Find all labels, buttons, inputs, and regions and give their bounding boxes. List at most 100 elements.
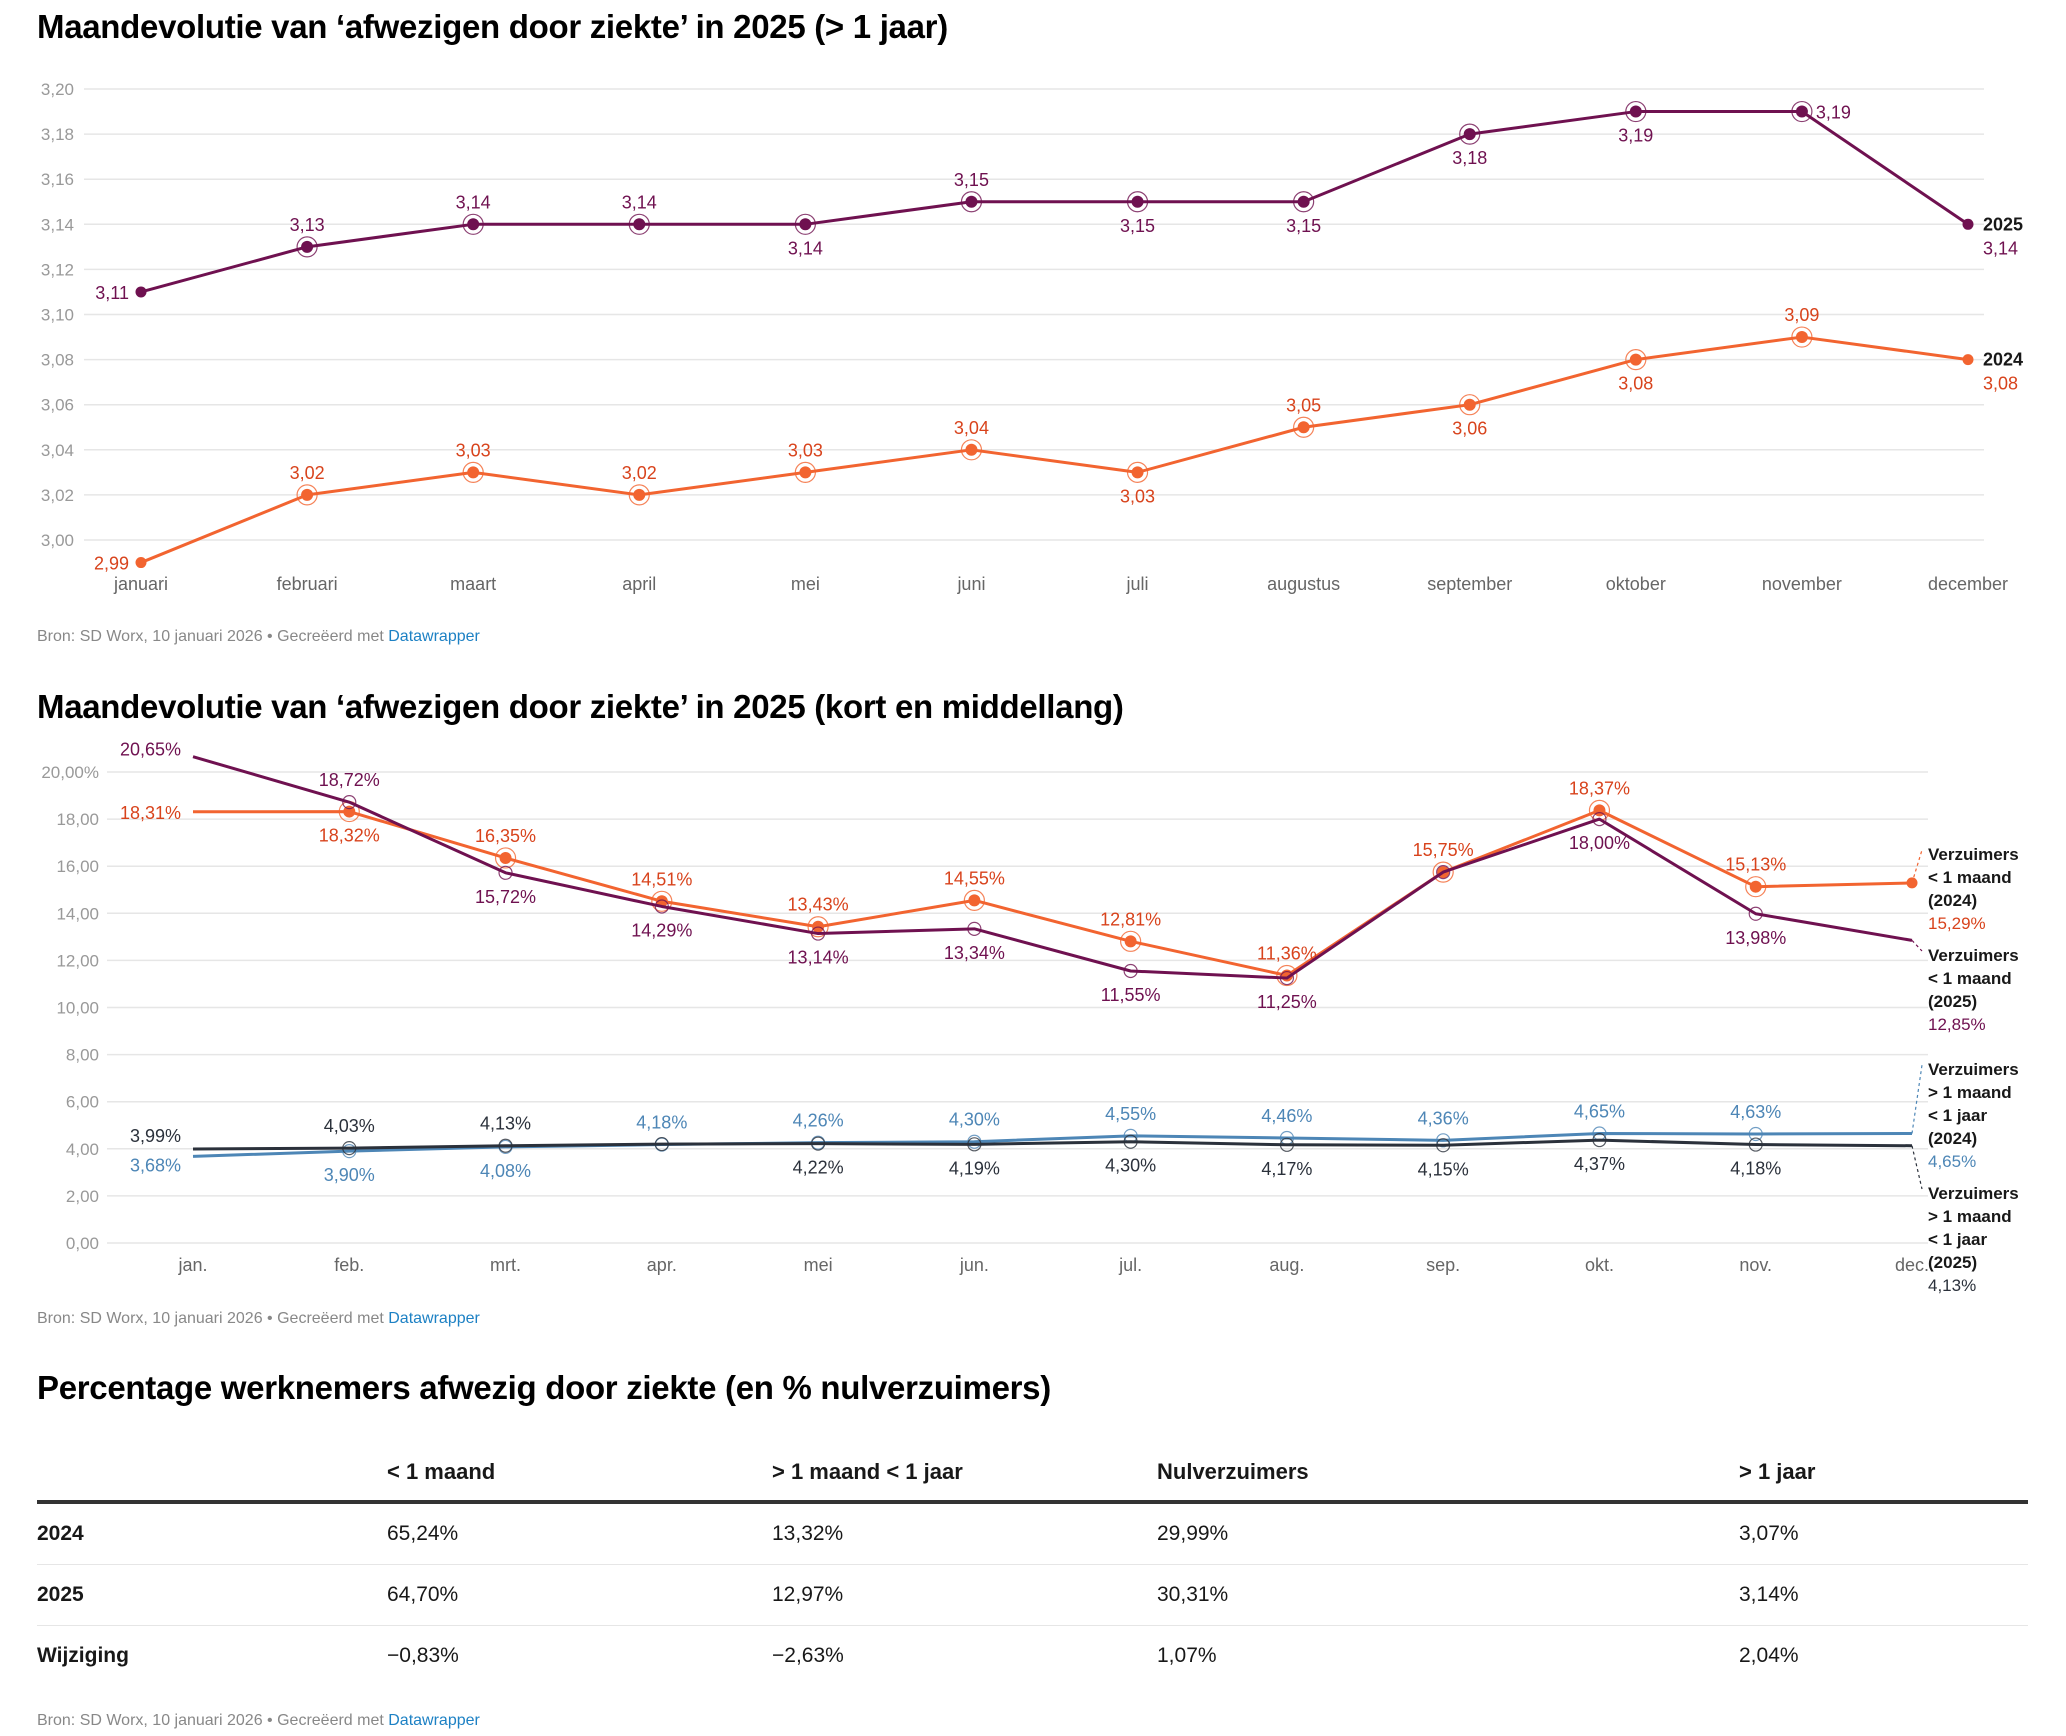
data-point-ring: [462, 461, 484, 483]
data-label: 4,46%: [1261, 1106, 1312, 1126]
data-label: 3,19: [1816, 103, 1851, 123]
y-tick-label: 3,18: [41, 125, 74, 144]
data-point: [1124, 935, 1137, 948]
y-tick-label: 3,20: [41, 80, 74, 99]
data-point-ring: [960, 439, 983, 461]
data-label: 4,26%: [793, 1111, 844, 1131]
table-cell: 65,24%: [387, 1522, 459, 1545]
data-label: 3,14: [456, 192, 491, 212]
x-tick-label: januari: [113, 574, 168, 594]
x-tick-label: augustus: [1267, 574, 1340, 594]
legend-value: 15,29%: [1928, 914, 1986, 933]
data-point-ring: [498, 1138, 513, 1153]
data-label: 3,04: [954, 418, 989, 438]
y-tick-label: 12,00: [56, 951, 99, 970]
data-label: 3,09: [1784, 305, 1819, 325]
data-point-ring: [1126, 191, 1149, 213]
data-label: 3,15: [1286, 216, 1321, 236]
y-tick-label: 2,00: [66, 1187, 99, 1206]
table-source: Bron: SD Worx, 10 januari 2026 • Gecreëe…: [37, 1712, 389, 1729]
data-label: 3,03: [456, 440, 491, 460]
data-label: 4,37%: [1574, 1154, 1625, 1174]
data-point-ring: [967, 1137, 982, 1152]
legend-label: (2024): [1928, 1129, 1977, 1148]
legend-label: > 1 maand: [1928, 1083, 2012, 1102]
table-cell: 2,04%: [1739, 1644, 1799, 1667]
table-row: 2025 64,70% 12,97% 30,31% 3,14%: [37, 1565, 2028, 1626]
data-point: [965, 195, 978, 208]
row-label: Wijziging: [37, 1644, 129, 1667]
datawrapper-link[interactable]: Datawrapper: [388, 1712, 480, 1729]
y-tick-label: 18,00: [56, 810, 99, 829]
data-label: 3,08: [1618, 374, 1653, 394]
y-tick-label: 3,00: [41, 531, 74, 550]
data-point: [1629, 353, 1642, 366]
y-tick-label: 4,00: [66, 1140, 99, 1159]
series-line: [192, 1138, 1913, 1151]
series-line: [140, 110, 1969, 294]
series-line: [192, 1131, 1913, 1158]
chart2-source: Bron: SD Worx, 10 januari 2026 • Gecreëe…: [37, 1310, 389, 1327]
data-point: [135, 286, 147, 298]
column-header: > 1 maand < 1 jaar: [772, 1459, 963, 1484]
y-tick-label: 3,12: [41, 260, 74, 279]
row-label: 2025: [37, 1583, 84, 1606]
data-point-ring: [1432, 861, 1454, 883]
x-tick-label: april: [622, 574, 656, 594]
x-tick-label: september: [1427, 574, 1512, 594]
y-tick-label: 3,06: [41, 396, 74, 415]
data-point: [301, 240, 314, 253]
x-tick-label: februari: [277, 574, 338, 594]
data-label: 12,81%: [1100, 909, 1161, 929]
data-point: [633, 488, 646, 501]
data-point-ring: [654, 1136, 669, 1152]
data-label: 3,11: [95, 283, 129, 303]
legend-value: 4,65%: [1928, 1152, 1976, 1171]
x-tick-label: juli: [1126, 574, 1149, 594]
y-tick-label: 8,00: [66, 1046, 99, 1065]
series-line: [192, 808, 1913, 977]
data-point: [1463, 128, 1476, 141]
x-tick-label: jan.: [177, 1255, 207, 1275]
datawrapper-link[interactable]: Datawrapper: [388, 1310, 480, 1327]
data-point: [1131, 195, 1144, 208]
data-label: 3,68%: [130, 1155, 181, 1175]
y-tick-label: 3,08: [41, 351, 74, 370]
data-point: [633, 218, 646, 231]
x-tick-label: nov.: [1739, 1255, 1772, 1275]
x-tick-label: december: [1928, 574, 2008, 594]
data-point: [1131, 466, 1144, 479]
datawrapper-link[interactable]: Datawrapper: [388, 628, 480, 645]
data-label: 3,06: [1452, 419, 1487, 439]
data-label: 3,19: [1618, 126, 1653, 146]
data-point: [655, 895, 668, 908]
legend-connector: [1911, 939, 1923, 952]
data-point: [467, 466, 480, 479]
data-label: 13,43%: [788, 895, 849, 915]
data-point-ring: [1126, 461, 1149, 483]
data-point-ring: [794, 213, 816, 235]
column-header: > 1 jaar: [1739, 1459, 1816, 1484]
series-end-label: 2025: [1983, 214, 2023, 234]
legend-value: 12,85%: [1928, 1015, 1986, 1034]
data-point: [1795, 331, 1808, 344]
data-point-ring: [1748, 1137, 1763, 1152]
legend-label: > 1 maand: [1928, 1207, 2012, 1226]
y-tick-label: 0,00: [66, 1234, 99, 1253]
legend-connector: [1911, 1064, 1923, 1134]
legend-label: (2025): [1928, 1253, 1977, 1272]
data-label: 3,02: [290, 463, 325, 483]
data-label: 18,00%: [1569, 833, 1630, 853]
chart1-title: Maandevolutie van ‘afwezigen door ziekte…: [37, 8, 948, 45]
y-tick-label: 3,10: [41, 306, 74, 325]
series-end-label: 2024: [1983, 350, 2023, 370]
data-label: 18,31%: [120, 803, 181, 823]
y-tick-label: 3,02: [41, 486, 74, 505]
legend-label: Verzuimers: [1928, 845, 2019, 864]
y-tick-label: 3,04: [41, 441, 74, 460]
data-point-ring: [1625, 100, 1647, 123]
data-point: [1297, 195, 1310, 208]
column-header: < 1 maand: [387, 1459, 496, 1484]
data-point-ring: [1791, 100, 1813, 123]
data-point-ring: [807, 916, 829, 938]
